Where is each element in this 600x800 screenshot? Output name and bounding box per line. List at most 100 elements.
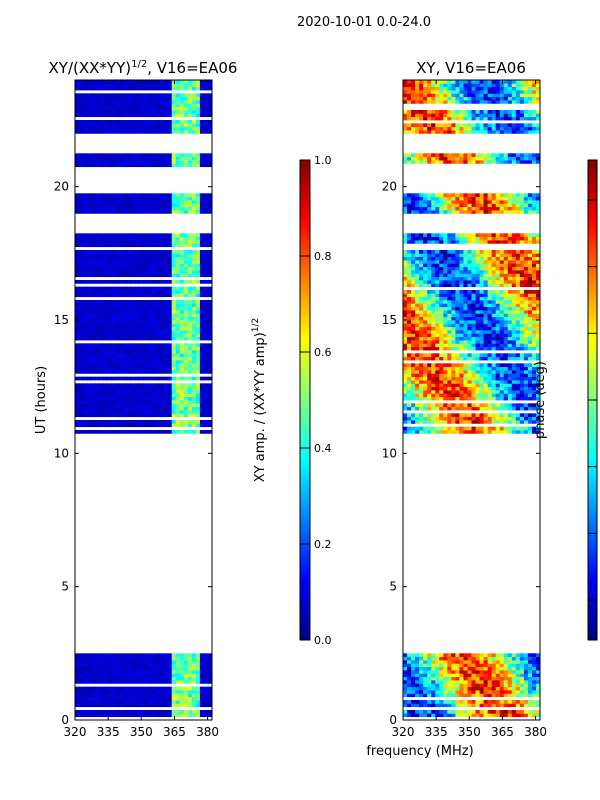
heatmap-cell [443, 683, 448, 688]
heatmap-cell [507, 310, 513, 314]
heatmap-cell [435, 670, 440, 674]
heatmap-cell [115, 210, 120, 214]
heatmap-cell [115, 670, 120, 674]
heatmap-cell [191, 383, 197, 388]
heatmap-cell [535, 316, 540, 321]
heatmap-cell [415, 323, 420, 328]
heatmap-cell [79, 266, 84, 271]
heatmap-cell [435, 383, 440, 388]
heatmap-cell [191, 653, 197, 658]
heatmap-cell [127, 350, 132, 354]
heatmap-cell [131, 243, 136, 248]
heatmap-cell [87, 370, 92, 374]
heatmap-row [403, 363, 540, 368]
heatmap-cell [103, 206, 108, 211]
heatmap-cell [415, 666, 420, 671]
heatmap-cell [127, 286, 132, 291]
heatmap-cell [503, 676, 509, 681]
heatmap-cell [203, 413, 209, 418]
heatmap-cell [155, 113, 161, 118]
heatmap-cell [435, 416, 440, 421]
heatmap-cell [407, 326, 412, 331]
heatmap-cell [491, 310, 497, 314]
heatmap-cell [203, 153, 209, 158]
heatmap-cell [507, 380, 513, 384]
heatmap-cell [75, 690, 80, 694]
heatmap-cell [507, 370, 513, 374]
heatmap-cell [83, 673, 88, 678]
heatmap-cell [431, 416, 436, 421]
heatmap-cell [167, 376, 173, 381]
heatmap-cell [171, 703, 177, 708]
heatmap-cell [151, 313, 156, 318]
heatmap-cell [103, 260, 108, 264]
heatmap-cell [439, 323, 444, 328]
heatmap-cell [175, 110, 181, 114]
heatmap-cell [123, 350, 128, 354]
heatmap-cell [135, 703, 140, 708]
heatmap-cell [479, 660, 484, 664]
heatmap-cell [135, 203, 140, 208]
heatmap-row [403, 353, 540, 358]
heatmap-cell [487, 693, 493, 698]
heatmap-cell [527, 333, 533, 338]
heatmap-cell [135, 690, 140, 694]
heatmap-cell [171, 343, 177, 348]
heatmap-cell [455, 403, 460, 408]
heatmap-cell [107, 313, 112, 318]
heatmap-cell [467, 346, 472, 351]
heatmap-cell [103, 110, 108, 114]
heatmap-cell [527, 313, 533, 318]
heatmap-cell [115, 313, 120, 318]
heatmap-cell [127, 346, 132, 351]
heatmap-cell [159, 293, 165, 298]
heatmap-cell [439, 426, 444, 431]
heatmap-cell [151, 653, 156, 658]
heatmap-cell [475, 343, 480, 348]
heatmap-cell [147, 273, 152, 278]
heatmap-cell [151, 360, 156, 364]
heatmap-cell [95, 253, 100, 258]
heatmap-cell [471, 383, 476, 388]
heatmap-cell [439, 700, 444, 704]
heatmap-cell [143, 200, 148, 204]
heatmap-cell [107, 333, 112, 338]
heatmap-cell [423, 333, 428, 338]
heatmap-cell [135, 680, 140, 684]
heatmap-cell [435, 713, 440, 718]
heatmap-cell [131, 286, 136, 291]
heatmap-cell [519, 670, 525, 674]
heatmap-cell [139, 316, 144, 321]
heatmap-cell [187, 253, 193, 258]
heatmap-cell [143, 676, 148, 681]
heatmap-cell [451, 710, 456, 714]
heatmap-cell [499, 346, 505, 351]
heatmap-cell [143, 163, 148, 168]
heatmap-cell [403, 403, 408, 408]
heatmap-cell [159, 206, 165, 211]
heatmap-cell [119, 406, 124, 411]
heatmap-cell [147, 280, 152, 284]
heatmap-cell [523, 330, 529, 334]
heatmap-cell [83, 390, 88, 394]
heatmap-cell [83, 106, 88, 111]
heatmap-cell [483, 353, 489, 358]
heatmap-cell [491, 406, 497, 411]
heatmap-cell [183, 386, 189, 391]
heatmap-cell [87, 343, 92, 348]
heatmap-cell [139, 410, 144, 414]
heatmap-cell [99, 266, 104, 271]
heatmap-cell [95, 113, 100, 118]
heatmap-cell [91, 256, 96, 261]
heatmap-cell [435, 426, 440, 431]
heatmap-cell [115, 310, 120, 314]
heatmap-cell [75, 110, 80, 114]
heatmap-cell [487, 713, 493, 718]
heatmap-cell [183, 393, 189, 398]
heatmap-cell [151, 263, 156, 268]
heatmap-cell [483, 686, 489, 691]
heatmap-cell [499, 403, 505, 408]
heatmap-cell [423, 373, 428, 378]
heatmap-cell [103, 243, 108, 248]
heatmap-cell [135, 100, 140, 104]
